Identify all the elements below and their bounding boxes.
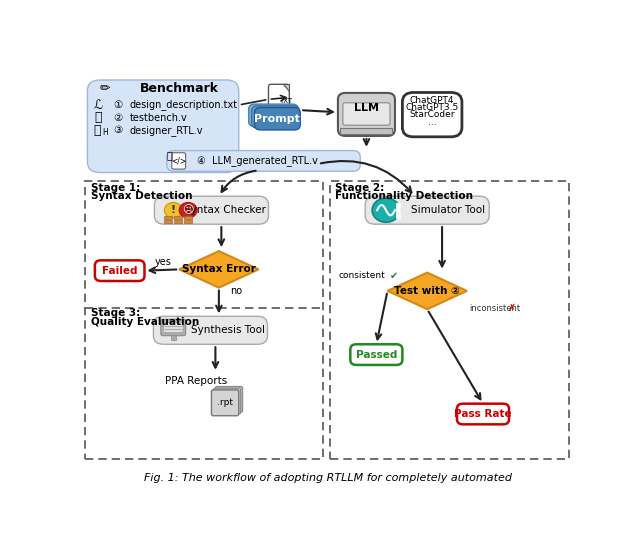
- Text: Syntax Detection: Syntax Detection: [91, 191, 193, 201]
- FancyBboxPatch shape: [338, 93, 395, 136]
- Text: 𝒯: 𝒯: [94, 111, 101, 124]
- Text: </>: </>: [171, 157, 186, 165]
- Text: Syntax Checker: Syntax Checker: [184, 205, 266, 215]
- Text: ✗: ✗: [508, 303, 516, 313]
- Text: Syntax Error: Syntax Error: [182, 264, 256, 274]
- FancyBboxPatch shape: [365, 196, 489, 224]
- Bar: [330, 181, 568, 459]
- Text: 𝒱: 𝒱: [93, 124, 100, 137]
- FancyBboxPatch shape: [213, 388, 241, 414]
- Text: ChatGPT3.5: ChatGPT3.5: [406, 103, 459, 112]
- Text: Stage 3:: Stage 3:: [91, 308, 140, 318]
- Text: designer_RTL.v: designer_RTL.v: [129, 125, 203, 136]
- Text: Pass Rate: Pass Rate: [454, 409, 512, 419]
- Text: Failed: Failed: [102, 266, 138, 276]
- Text: ②: ②: [114, 113, 123, 123]
- Text: Test with ②: Test with ②: [394, 286, 460, 296]
- Text: design_description.txt: design_description.txt: [129, 100, 237, 111]
- Text: Fig. 1: The workflow of adopting RTLLM for completely automated: Fig. 1: The workflow of adopting RTLLM f…: [144, 473, 512, 483]
- Bar: [164, 216, 172, 219]
- Text: LLM: LLM: [354, 103, 379, 113]
- Text: Benchmark: Benchmark: [140, 82, 218, 95]
- FancyBboxPatch shape: [154, 316, 268, 344]
- Polygon shape: [284, 84, 289, 91]
- Bar: [174, 220, 182, 224]
- FancyBboxPatch shape: [249, 104, 298, 126]
- Text: Synthesis Tool: Synthesis Tool: [191, 325, 265, 335]
- Text: ℒ: ℒ: [94, 98, 103, 111]
- Text: no: no: [230, 286, 242, 296]
- FancyBboxPatch shape: [211, 390, 239, 416]
- FancyBboxPatch shape: [252, 106, 300, 128]
- Text: H: H: [102, 129, 108, 138]
- Circle shape: [179, 202, 197, 218]
- Text: 𝒱: 𝒱: [166, 150, 172, 160]
- Circle shape: [372, 198, 400, 222]
- Text: ③: ③: [114, 125, 123, 135]
- Bar: [340, 128, 392, 134]
- Text: !: !: [171, 205, 176, 215]
- Bar: [164, 220, 172, 224]
- Text: testbench.v: testbench.v: [129, 113, 188, 123]
- Text: .rpt: .rpt: [217, 399, 233, 408]
- FancyBboxPatch shape: [172, 153, 186, 169]
- FancyBboxPatch shape: [269, 84, 289, 110]
- Text: ✔: ✔: [390, 271, 398, 281]
- FancyBboxPatch shape: [403, 92, 462, 137]
- Bar: [184, 220, 192, 224]
- FancyBboxPatch shape: [154, 196, 269, 224]
- Text: StarCoder: StarCoder: [410, 110, 455, 120]
- Text: Stage 2:: Stage 2:: [335, 183, 385, 193]
- Text: inconsistent: inconsistent: [469, 304, 520, 312]
- Text: Simulator Tool: Simulator Tool: [411, 205, 485, 215]
- FancyBboxPatch shape: [161, 319, 186, 335]
- Polygon shape: [179, 251, 259, 288]
- Text: PPA Reports: PPA Reports: [165, 376, 228, 386]
- FancyBboxPatch shape: [216, 386, 243, 413]
- FancyBboxPatch shape: [457, 404, 509, 424]
- Text: Passed: Passed: [356, 349, 397, 359]
- FancyBboxPatch shape: [350, 344, 403, 365]
- FancyBboxPatch shape: [255, 107, 300, 130]
- Polygon shape: [388, 273, 467, 309]
- Text: Prompt: Prompt: [255, 113, 300, 124]
- Text: ✏: ✏: [100, 82, 110, 95]
- Text: ④  LLM_generated_RTL.v: ④ LLM_generated_RTL.v: [196, 155, 317, 167]
- Bar: [174, 216, 182, 219]
- Text: ChatGPT4: ChatGPT4: [410, 96, 454, 105]
- Text: Functionality Detection: Functionality Detection: [335, 191, 474, 201]
- Bar: [85, 181, 323, 459]
- FancyBboxPatch shape: [88, 80, 239, 173]
- Text: yes: yes: [155, 258, 172, 268]
- FancyBboxPatch shape: [167, 150, 360, 171]
- Bar: [184, 216, 192, 219]
- Bar: [171, 335, 176, 340]
- FancyBboxPatch shape: [343, 103, 390, 125]
- Circle shape: [164, 202, 182, 218]
- FancyBboxPatch shape: [95, 260, 145, 281]
- Text: Quality Evaluation: Quality Evaluation: [91, 317, 199, 327]
- Text: consistent: consistent: [339, 271, 385, 281]
- Text: ☹: ☹: [182, 205, 194, 215]
- Text: ①: ①: [114, 100, 123, 110]
- Text: TXT: TXT: [279, 98, 292, 103]
- FancyBboxPatch shape: [163, 323, 183, 334]
- Text: ...: ...: [428, 118, 436, 127]
- Text: Stage 1:: Stage 1:: [91, 183, 140, 193]
